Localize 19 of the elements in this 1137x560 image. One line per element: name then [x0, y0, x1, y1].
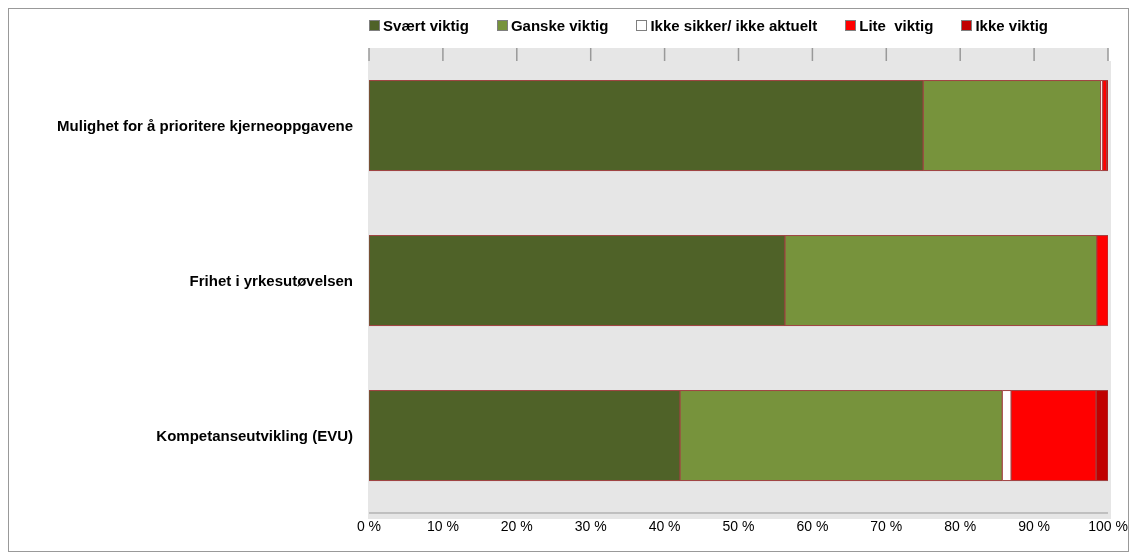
legend-label: Ikke viktig	[974, 17, 1048, 34]
x-tick-label: 30 %	[574, 517, 607, 534]
x-tick-label: 90 %	[1018, 517, 1051, 534]
y-tick-label: Frihet i yrkesutøvelsen	[189, 271, 353, 289]
x-tick-label: 50 %	[722, 517, 755, 534]
legend-label: Ikke sikker/ ikke aktuelt	[649, 17, 818, 34]
x-tick-label: 100 %	[1088, 517, 1128, 534]
x-tick-label: 60 %	[796, 517, 829, 534]
y-tick-label: Mulighet for å prioritere kjerneoppgavene	[57, 116, 353, 134]
x-tick-label: 10 %	[426, 517, 459, 534]
legend-label: Ganske viktig	[509, 17, 609, 34]
x-tick-label: 80 %	[944, 517, 977, 534]
legend-label: Svært viktig	[382, 17, 469, 34]
x-tick-label: 70 %	[870, 517, 903, 534]
legend-label: Lite viktig	[858, 17, 934, 34]
y-tick-label: Kompetanseutvikling (EVU)	[156, 426, 353, 444]
x-tick-label: 0 %	[356, 517, 382, 534]
x-tick-label: 20 %	[500, 517, 533, 534]
x-tick-label: 40 %	[648, 517, 681, 534]
